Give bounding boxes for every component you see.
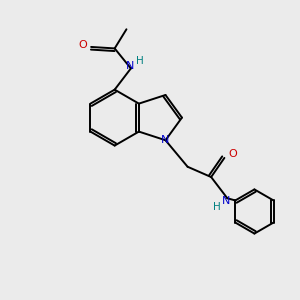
- Text: N: N: [222, 196, 230, 206]
- Text: O: O: [228, 149, 237, 159]
- Text: H: H: [213, 202, 221, 212]
- Text: H: H: [136, 56, 144, 66]
- Text: O: O: [79, 40, 87, 50]
- Text: N: N: [161, 135, 170, 145]
- Text: N: N: [125, 61, 134, 71]
